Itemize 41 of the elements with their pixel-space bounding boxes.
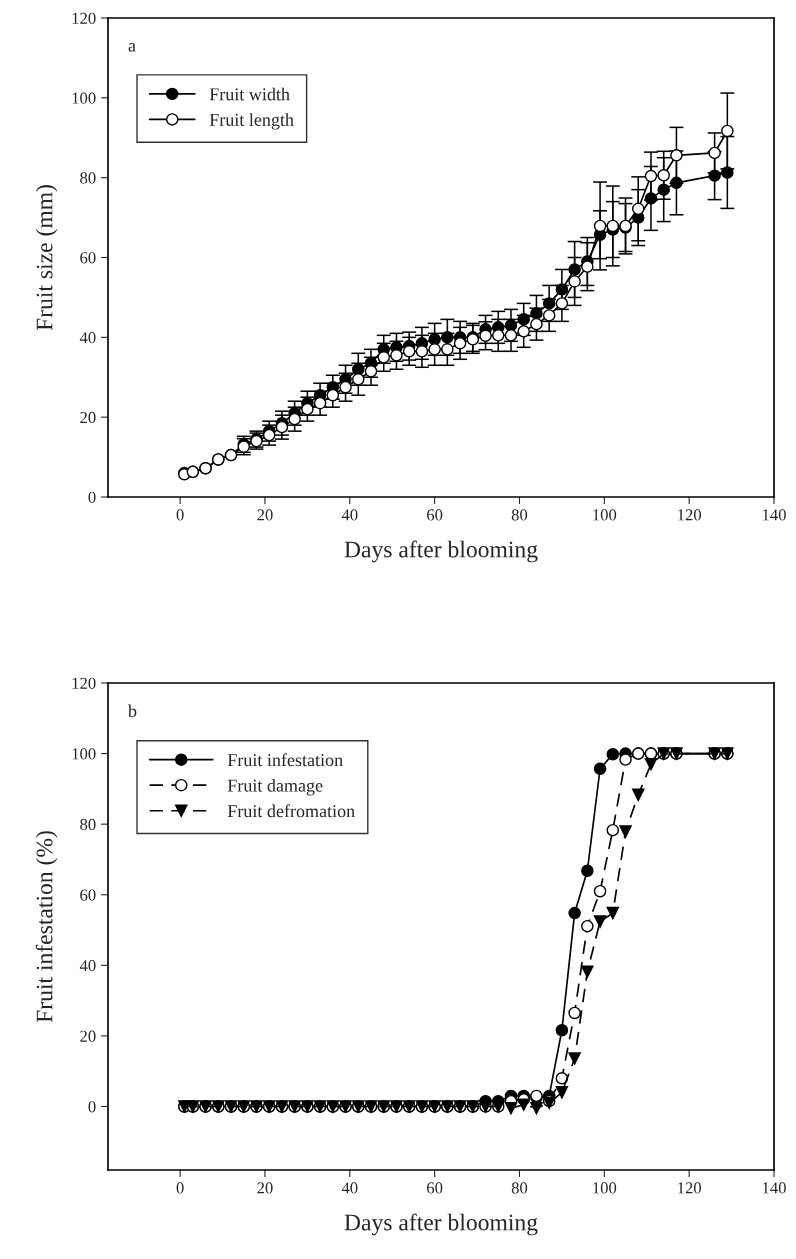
y-tick-label: 120	[72, 677, 96, 689]
y-tick-label: 40	[79, 332, 96, 344]
x-tick-label: 40	[341, 509, 358, 521]
y-tick-label: 0	[88, 491, 96, 503]
y-tick-label: 100	[72, 748, 96, 760]
legend-label: Fruit infestation	[227, 753, 343, 767]
y-tick-label: 20	[80, 411, 96, 424]
y-tick-label: 40	[79, 960, 96, 972]
x-tick-label: 100	[593, 509, 617, 521]
x-tick-label: 60	[427, 1182, 443, 1194]
x-tick-label: 80	[511, 1182, 528, 1194]
annotation: a	[128, 43, 136, 52]
x-tick-label: 60	[427, 509, 443, 521]
y-tick-label: 20	[80, 1030, 96, 1042]
legend-label: Fruit length	[209, 113, 294, 130]
x-tick-label: 140	[762, 1182, 786, 1194]
x-tick-label: 20	[257, 509, 273, 521]
x-tick-label: 140	[762, 509, 786, 521]
x-tick-label: 120	[678, 509, 702, 521]
y-tick-label: 80	[80, 818, 96, 831]
y-axis-title: Fruit size (mm)	[35, 185, 58, 331]
y-tick-label: 100	[72, 92, 96, 104]
annotation: b	[127, 704, 137, 718]
x-tick-label: 20	[257, 1182, 273, 1194]
x-tick-label: 0	[176, 509, 184, 521]
y-tick-label: 60	[80, 252, 96, 264]
x-tick-label: 80	[511, 509, 528, 521]
x-tick-label: 40	[341, 1182, 358, 1194]
x-tick-label: 100	[593, 1182, 617, 1194]
x-tick-label: 120	[678, 1182, 702, 1194]
x-axis-title: Days after blooming	[344, 540, 538, 563]
y-tick-label: 60	[80, 889, 96, 901]
y-tick-label: 120	[72, 12, 96, 24]
legend-label: Fruit defromation	[227, 804, 355, 818]
y-tick-label: 0	[88, 1101, 96, 1113]
legend-label: Fruit damage	[227, 778, 323, 796]
legend-label: Fruit width	[209, 87, 290, 101]
x-tick-label: 0	[176, 1182, 184, 1194]
x-axis-title: Days after blooming	[344, 1213, 538, 1236]
y-tick-label: 80	[80, 172, 96, 184]
y-axis-title: Fruit infestation (%)	[35, 831, 58, 1023]
